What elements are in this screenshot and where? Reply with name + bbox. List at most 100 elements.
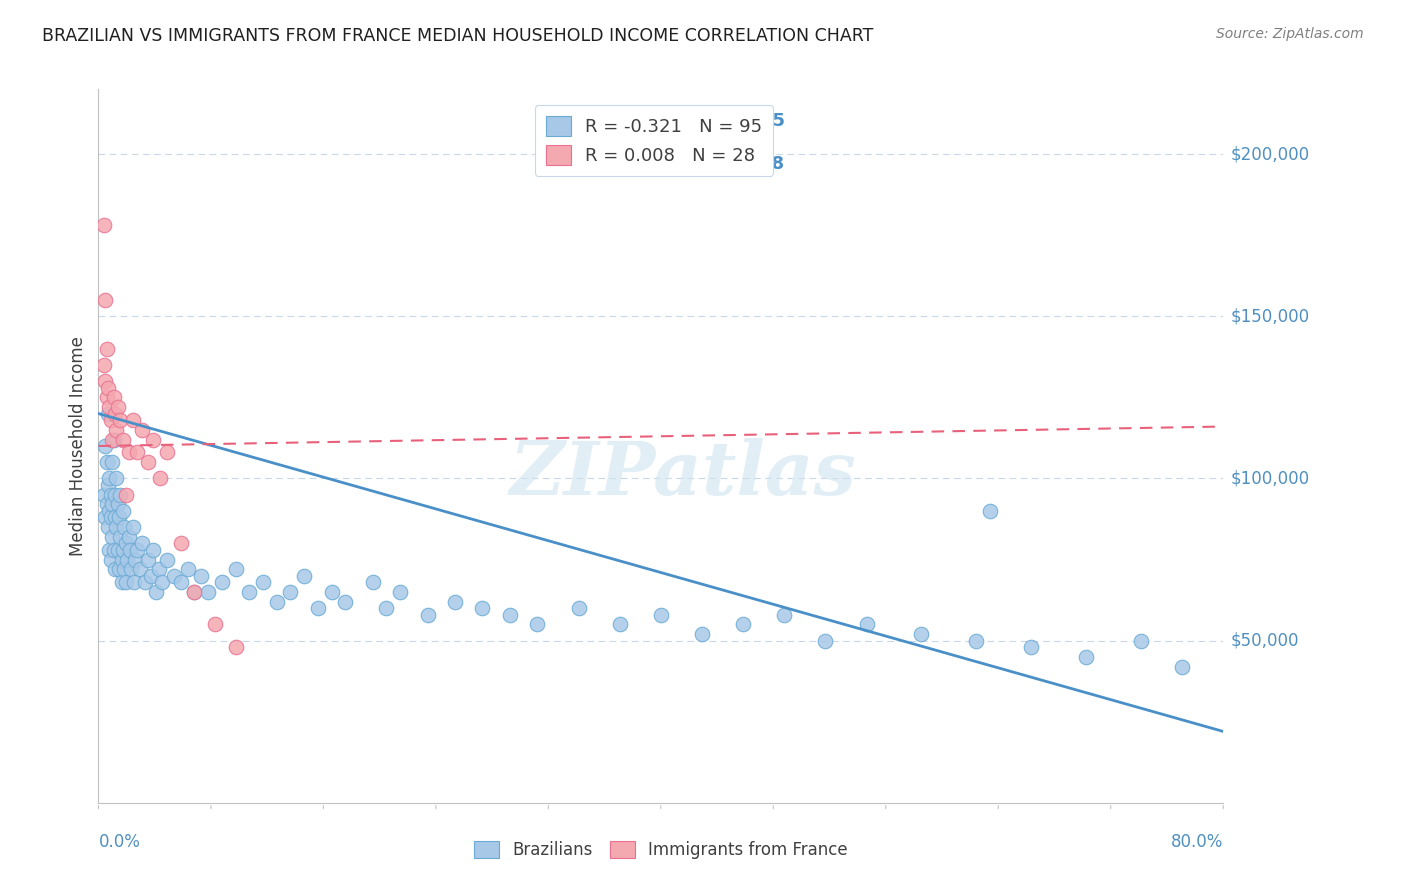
Point xyxy=(170,575,193,590)
Point xyxy=(97,520,120,534)
Point xyxy=(98,504,121,518)
Point xyxy=(104,407,127,421)
Point xyxy=(96,497,118,511)
Point xyxy=(148,562,170,576)
Point xyxy=(110,413,132,427)
Text: -0.321: -0.321 xyxy=(633,112,697,130)
Point xyxy=(110,530,132,544)
Point xyxy=(100,488,122,502)
Point xyxy=(107,542,129,557)
Point xyxy=(197,585,219,599)
Text: $50,000: $50,000 xyxy=(1230,632,1299,649)
Point xyxy=(176,562,198,576)
Point xyxy=(108,510,131,524)
Point xyxy=(389,585,412,599)
Point xyxy=(98,471,121,485)
Point xyxy=(131,536,153,550)
Point xyxy=(94,439,117,453)
Point xyxy=(101,530,124,544)
Point xyxy=(98,400,121,414)
Point xyxy=(105,471,128,485)
Point xyxy=(94,293,117,307)
Point xyxy=(814,633,837,648)
Point xyxy=(733,617,755,632)
Point xyxy=(96,455,118,469)
Point xyxy=(156,445,179,459)
Point xyxy=(183,585,205,599)
Point xyxy=(114,562,136,576)
Point xyxy=(97,381,120,395)
Point xyxy=(567,601,589,615)
Point xyxy=(773,607,796,622)
Point xyxy=(131,423,153,437)
Point xyxy=(142,542,165,557)
Text: BRAZILIAN VS IMMIGRANTS FROM FRANCE MEDIAN HOUSEHOLD INCOME CORRELATION CHART: BRAZILIAN VS IMMIGRANTS FROM FRANCE MEDI… xyxy=(42,27,873,45)
Point xyxy=(307,601,329,615)
Point xyxy=(115,488,138,502)
Point xyxy=(145,585,167,599)
Point xyxy=(103,542,125,557)
Point xyxy=(107,400,129,414)
Point xyxy=(183,585,205,599)
Point xyxy=(107,497,129,511)
Point xyxy=(112,433,135,447)
Point xyxy=(124,552,146,566)
Text: 95: 95 xyxy=(759,112,785,130)
Point xyxy=(979,504,1001,518)
Point xyxy=(121,413,143,427)
Point xyxy=(110,488,132,502)
Point xyxy=(111,552,134,566)
Point xyxy=(94,510,117,524)
Text: R =: R = xyxy=(582,155,621,173)
Point xyxy=(105,520,128,534)
Point xyxy=(190,568,212,582)
Point xyxy=(100,413,122,427)
Point xyxy=(266,595,288,609)
Point xyxy=(94,374,117,388)
Point xyxy=(156,552,179,566)
Text: 28: 28 xyxy=(759,155,785,173)
Point xyxy=(112,542,135,557)
Point xyxy=(136,552,159,566)
Point xyxy=(134,575,156,590)
Text: N =: N = xyxy=(723,155,762,173)
Point xyxy=(225,640,247,654)
Point xyxy=(101,433,124,447)
Legend: Brazilians, Immigrants from France: Brazilians, Immigrants from France xyxy=(467,834,855,866)
Point xyxy=(910,627,932,641)
Point xyxy=(101,455,124,469)
Point xyxy=(125,542,148,557)
Point xyxy=(1171,659,1194,673)
Point xyxy=(252,575,274,590)
Point xyxy=(204,617,226,632)
Point xyxy=(117,445,139,459)
Text: 80.0%: 80.0% xyxy=(1171,833,1223,851)
Point xyxy=(128,562,150,576)
Point xyxy=(125,445,148,459)
Point xyxy=(321,585,343,599)
Point xyxy=(115,536,138,550)
Point xyxy=(375,601,398,615)
Point xyxy=(121,520,143,534)
Point xyxy=(100,510,122,524)
Point xyxy=(104,562,127,576)
Point xyxy=(650,607,672,622)
Point xyxy=(98,542,121,557)
Point xyxy=(96,342,118,356)
Point xyxy=(122,575,145,590)
Text: $150,000: $150,000 xyxy=(1230,307,1309,326)
Point xyxy=(609,617,631,632)
Point xyxy=(139,568,162,582)
Point xyxy=(855,617,877,632)
Point xyxy=(104,510,127,524)
Point xyxy=(120,562,142,576)
Point xyxy=(97,407,120,421)
Point xyxy=(103,390,125,404)
Text: 0.008: 0.008 xyxy=(633,155,690,173)
Point xyxy=(93,358,115,372)
Point xyxy=(96,390,118,404)
Text: $200,000: $200,000 xyxy=(1230,145,1309,163)
Point xyxy=(149,471,172,485)
Point xyxy=(112,504,135,518)
Point xyxy=(111,575,134,590)
